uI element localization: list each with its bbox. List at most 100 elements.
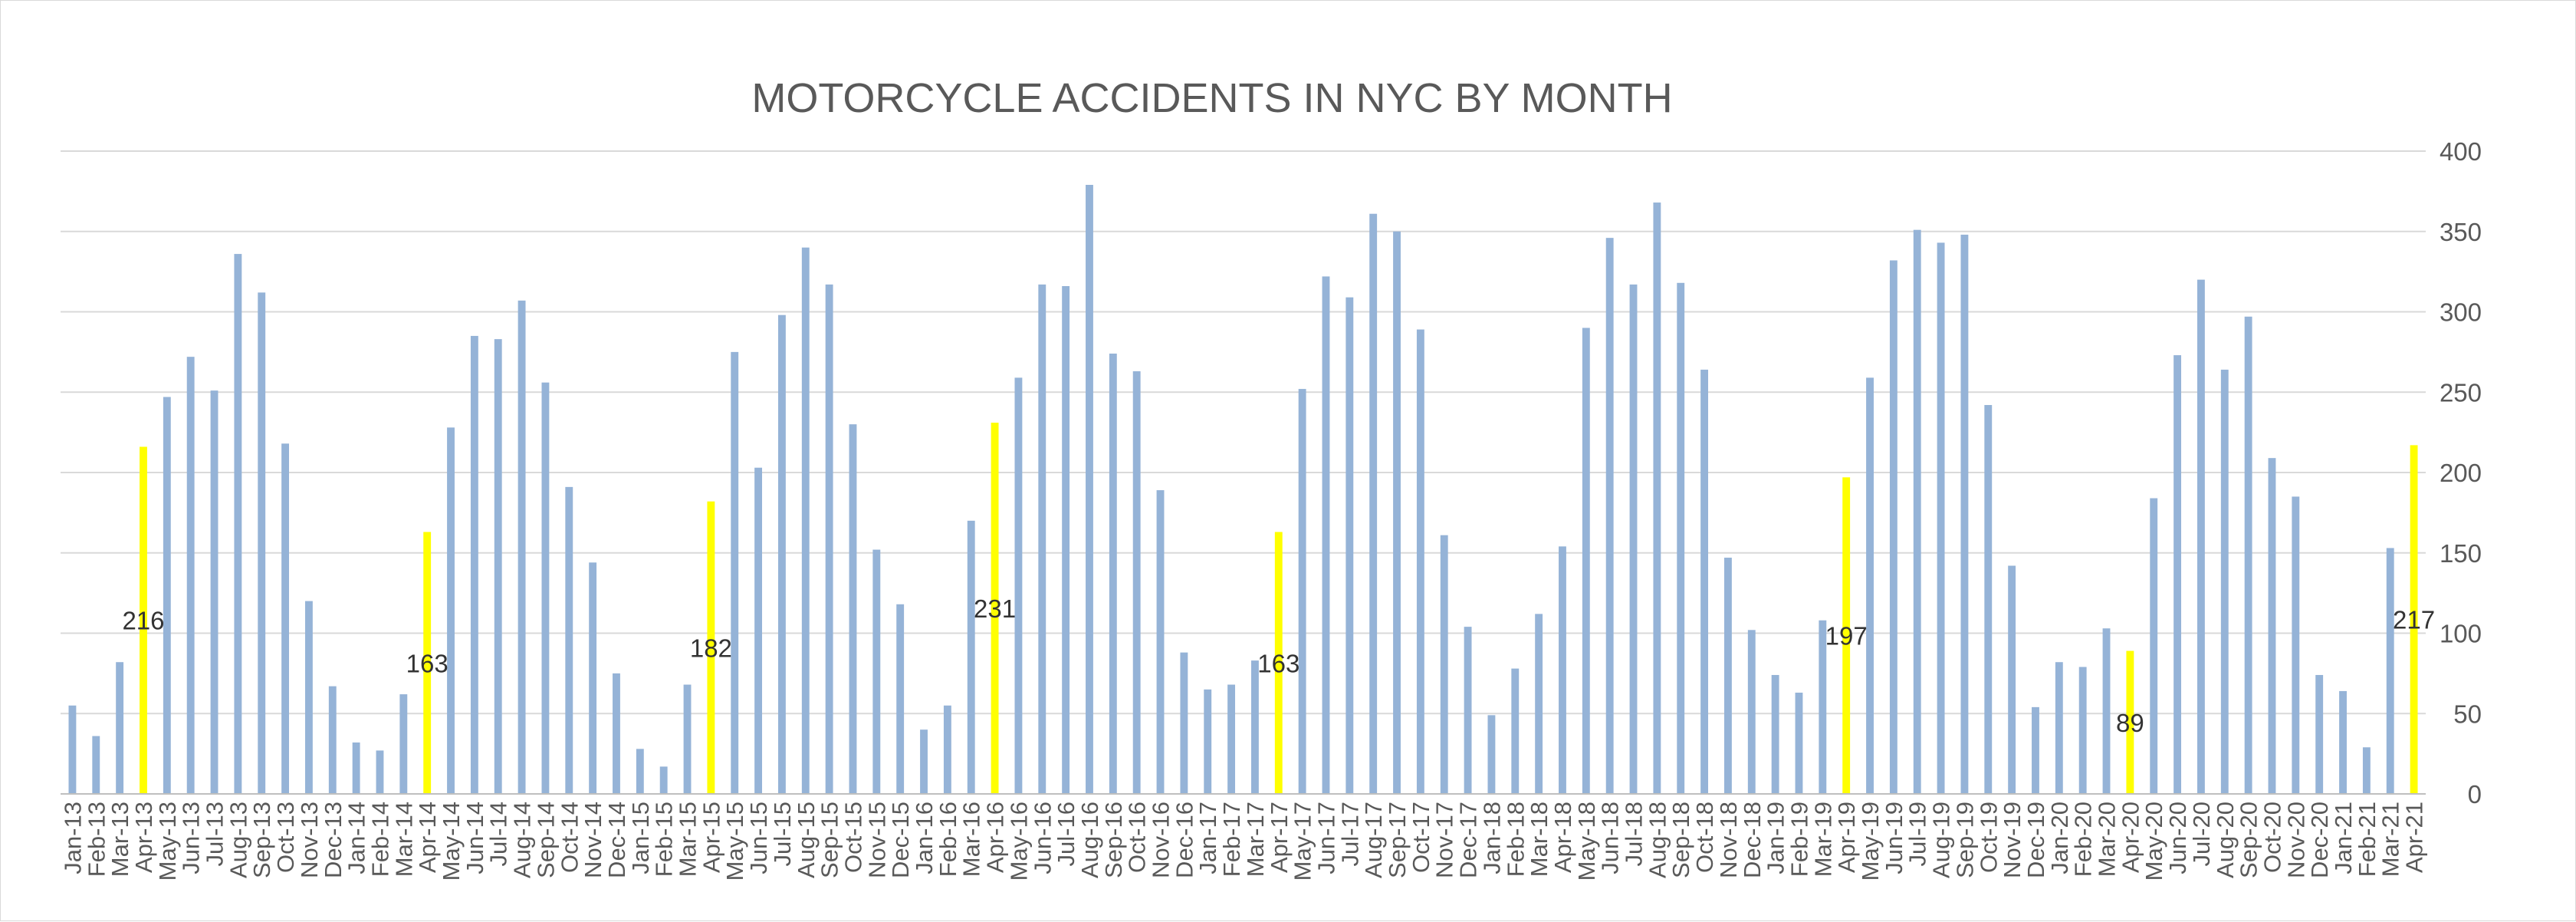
bar [116,662,124,794]
bar [234,254,242,795]
y-axis-ticks: 0 50 100 150 200 250 300 350 400 [2440,137,2482,808]
x-tick-label: Jan-14 [343,802,370,874]
x-tick-label: Sep-17 [1384,802,1411,878]
x-tick-label: Jul-15 [769,802,796,866]
bar [1369,213,1378,795]
x-tick-label: Aug-18 [1644,802,1671,878]
bar [2220,369,2229,794]
x-tick-label: Jun-20 [2164,802,2191,874]
bar [1511,668,1520,794]
bar [967,520,975,794]
x-tick-label: Feb-21 [2354,802,2380,877]
x-tick-label: Mar-14 [390,802,417,877]
x-tick-label: Sep-13 [248,802,275,878]
bar [304,601,313,794]
bar [1346,297,1354,794]
x-tick-label: Aug-16 [1076,802,1103,878]
x-tick-label: Nov-16 [1148,802,1175,878]
x-tick-label: Jun-17 [1313,802,1339,874]
bar [140,446,147,794]
x-tick-label: Jan-17 [1194,802,1221,874]
x-tick-label: Jul-18 [1621,802,1648,866]
bar [1960,234,1969,794]
bar [2196,279,2205,795]
bar [1889,260,1898,795]
x-tick-label: Dec-13 [320,802,347,878]
bar [281,443,290,794]
x-tick-label: Jan-20 [2046,802,2073,874]
bar [1227,684,1236,794]
bars [68,185,2418,795]
x-tick-label: Oct-19 [1975,802,2002,873]
x-tick-label: Jan-16 [911,802,938,874]
x-tick-label: Oct-16 [1124,802,1151,873]
bar [1274,532,1283,794]
x-tick-label: Apr-18 [1549,802,1576,873]
bar [613,673,620,795]
x-tick-label: Oct-15 [840,802,866,873]
y-tick-label: 300 [2440,298,2482,327]
bar [849,424,857,794]
x-tick-label: Feb-18 [1502,802,1529,877]
x-tick-label: Aug-15 [793,802,820,878]
x-tick-label: Jun-14 [462,802,488,874]
bar [991,423,999,794]
y-tick-label: 50 [2453,700,2482,728]
x-tick-label: Mar-16 [958,802,985,877]
x-tick-label: Nov-19 [1999,802,2026,878]
x-tick-label: Aug-13 [225,802,251,878]
data-label: 163 [406,649,449,677]
x-tick-label: Jan-15 [627,802,654,874]
x-tick-label: Nov-17 [1431,802,1458,878]
x-tick-label: Dec-14 [603,802,630,878]
bar [2244,316,2252,794]
y-tick-label: 150 [2440,539,2482,568]
bar [2339,690,2347,794]
x-tick-label: May-18 [1573,802,1600,881]
data-label: 89 [2116,709,2144,737]
x-tick-label: Nov-14 [580,802,606,878]
bar [1180,652,1188,794]
x-tick-label: Dec-15 [887,802,914,878]
bar [2386,548,2394,794]
x-tick-label: Feb-17 [1218,802,1245,877]
bar [92,736,100,794]
x-tick-label: Apr-20 [2117,802,2144,873]
bar [1062,285,1070,795]
bar [1913,229,1921,794]
bar [2292,496,2300,794]
x-tick-label: May-13 [154,802,181,881]
x-tick-label: Mar-19 [1809,802,1836,877]
x-tick-label: Mar-20 [2094,802,2121,877]
bar [636,749,644,794]
x-tick-label: Jul-16 [1053,802,1079,866]
bar [1132,371,1141,794]
y-tick-label: 0 [2468,780,2482,808]
bar [1086,185,1093,794]
bar [659,766,668,794]
x-tick-label: Sep-18 [1668,802,1694,878]
bar [68,705,77,794]
x-tick-label: Jan-21 [2330,802,2357,874]
data-labels: 216 163 182 231 163 197 89 217 [122,594,2435,737]
x-tick-label: Nov-15 [863,802,890,878]
bar [1393,231,1401,794]
bar [1677,282,1685,794]
bar [2315,674,2324,794]
x-tick-label: Jul-14 [485,802,512,866]
x-tick-label: Feb-16 [935,802,961,877]
bar [1629,284,1638,794]
x-tick-label: Oct-17 [1408,802,1434,873]
x-tick-label: Apr-14 [414,802,441,873]
bar [896,604,905,794]
x-tick-label: Nov-20 [2282,802,2309,878]
x-tick-label: Jan-13 [59,802,86,874]
bar [2055,662,2063,794]
x-tick-label: Oct-20 [2259,802,2285,873]
bar [1535,614,1543,794]
bar [1109,353,1117,795]
bar [920,729,928,794]
bar [1322,276,1330,794]
